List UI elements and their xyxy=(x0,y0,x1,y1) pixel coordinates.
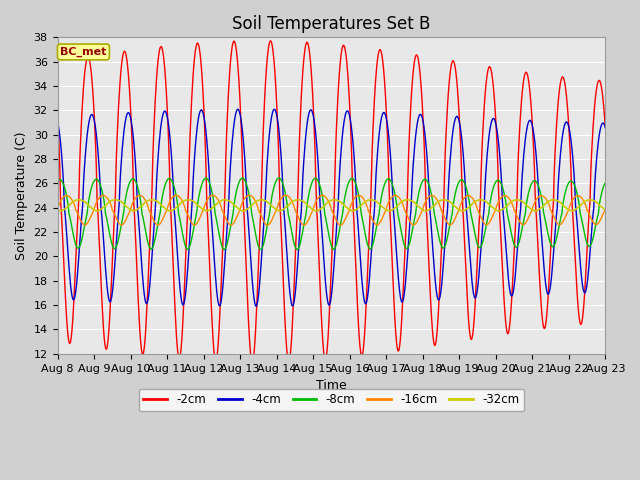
Y-axis label: Soil Temperature (C): Soil Temperature (C) xyxy=(15,132,28,260)
X-axis label: Time: Time xyxy=(316,379,347,392)
Text: BC_met: BC_met xyxy=(60,47,107,57)
Legend: -2cm, -4cm, -8cm, -16cm, -32cm: -2cm, -4cm, -8cm, -16cm, -32cm xyxy=(139,389,524,411)
Title: Soil Temperatures Set B: Soil Temperatures Set B xyxy=(232,15,431,33)
